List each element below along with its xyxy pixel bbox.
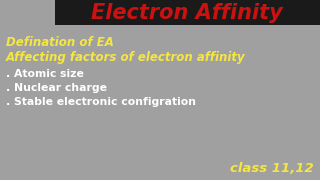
Text: Affecting factors of electron affinity: Affecting factors of electron affinity (6, 51, 246, 64)
Text: . Nuclear charge: . Nuclear charge (6, 83, 107, 93)
Text: . Stable electronic configration: . Stable electronic configration (6, 97, 196, 107)
Text: Defination of EA: Defination of EA (6, 35, 114, 48)
Text: Electron Affinity: Electron Affinity (91, 3, 283, 23)
Bar (55, 0, 320, 25)
Text: class 11,12: class 11,12 (230, 161, 314, 174)
Text: . Atomic size: . Atomic size (6, 69, 84, 79)
